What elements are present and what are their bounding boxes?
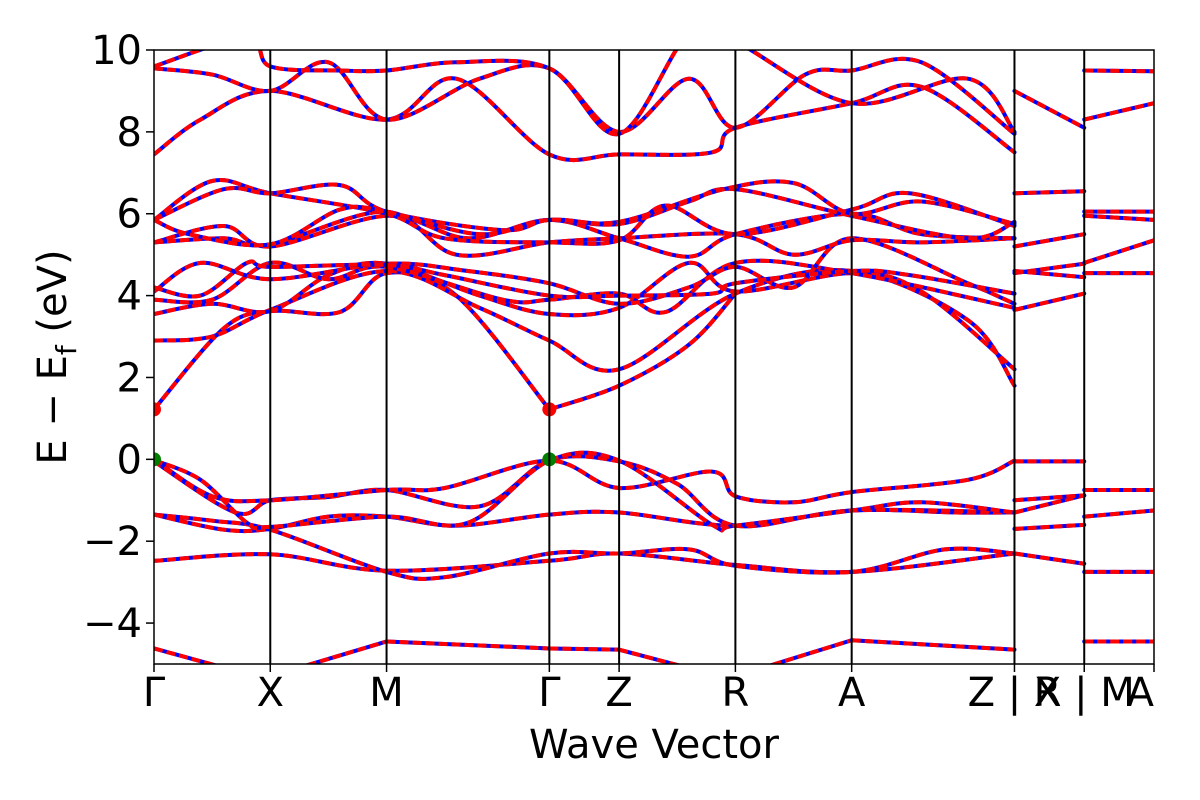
extrema-markers [154,402,557,467]
y-axis-label-sub: f [50,344,83,355]
band-dft-line [154,50,1017,136]
band-fit-line [768,638,853,664]
band-fit-line [154,178,1016,246]
band-fit-line [154,209,1015,258]
band-fit-line [154,551,1015,575]
y-axis-label-tail: (eV) [30,249,76,345]
x-tick-label: Γ [143,670,166,716]
x-tick-label: R [721,670,749,716]
band-fit-line [1083,101,1154,122]
band-fit-line [386,639,550,651]
cbm-marker [154,402,161,417]
y-tick-label: 6 [117,192,142,238]
x-tick-label: M [369,670,404,716]
band-fit-line [154,457,1016,505]
band-fit-line [154,258,1015,315]
band-fit-line [851,638,1015,652]
y-tick-label: 0 [117,437,142,483]
x-tick-label: Z | X [968,670,1062,716]
band-fit-line [154,270,551,411]
band-dft-line [154,211,1017,259]
band-fit-line [1013,89,1086,130]
x-tick-label: Γ [538,670,561,716]
x-tick-label: Z [605,670,632,716]
y-axis-ticks: −4 −2 0 2 4 6 8 10 [83,28,154,647]
band-fit-line [154,454,1015,529]
x-axis-label: Wave Vector [529,722,780,768]
band-dft-line [154,454,1017,529]
vbm-marker [154,452,161,467]
band-fit-line [1014,522,1085,531]
band-fit-line [154,646,219,664]
plot-frame [153,49,1155,665]
band-dft-line [154,268,1017,388]
band-fit-line [154,450,1015,533]
band-dft-line [154,457,1017,505]
band-dft-line [154,270,552,412]
band-dft-line [154,178,1017,246]
band-fit-line [548,292,737,412]
band-fit-line [154,50,1017,136]
high-symmetry-lines [269,50,1086,664]
band-dft-line [1082,238,1154,265]
band-lines [154,50,1154,664]
y-tick-label: 2 [117,355,142,401]
band-fit-line [1013,493,1085,515]
band-fit-line [549,646,620,652]
band-fit-line [1014,551,1085,566]
band-fit-line [154,268,1017,387]
band-dft-line [154,450,1017,533]
y-tick-label: 8 [117,110,142,156]
y-tick-label: −2 [83,519,142,565]
band-fit-line [154,182,1016,241]
band-fit-line [1014,291,1085,312]
band-fit-line [1014,232,1085,249]
band-fit-line [1084,68,1154,74]
x-tick-label: X [257,670,284,716]
x-tick-label: A [1127,670,1155,716]
y-axis-label-lead: E − E [30,355,76,465]
x-tick-label: A [838,670,866,716]
band-fit-line [1014,493,1085,503]
band-fit-line [1014,261,1085,276]
y-axis-label: E − Ef (eV) [30,249,83,464]
x-tick-label: R | M [1034,670,1135,716]
y-tick-label: 4 [117,274,142,320]
band-dft-line [154,209,1017,258]
band-fit-line [1084,213,1154,222]
band-fit-line [154,56,1016,136]
band-fit-line [1014,269,1085,280]
band-fit-line [304,639,388,664]
band-fit-line [618,647,682,664]
y-tick-label: −4 [83,601,142,647]
band-fit-line [1084,508,1154,519]
y-tick-label: 10 [91,28,142,74]
band-fit-line [1014,189,1085,196]
